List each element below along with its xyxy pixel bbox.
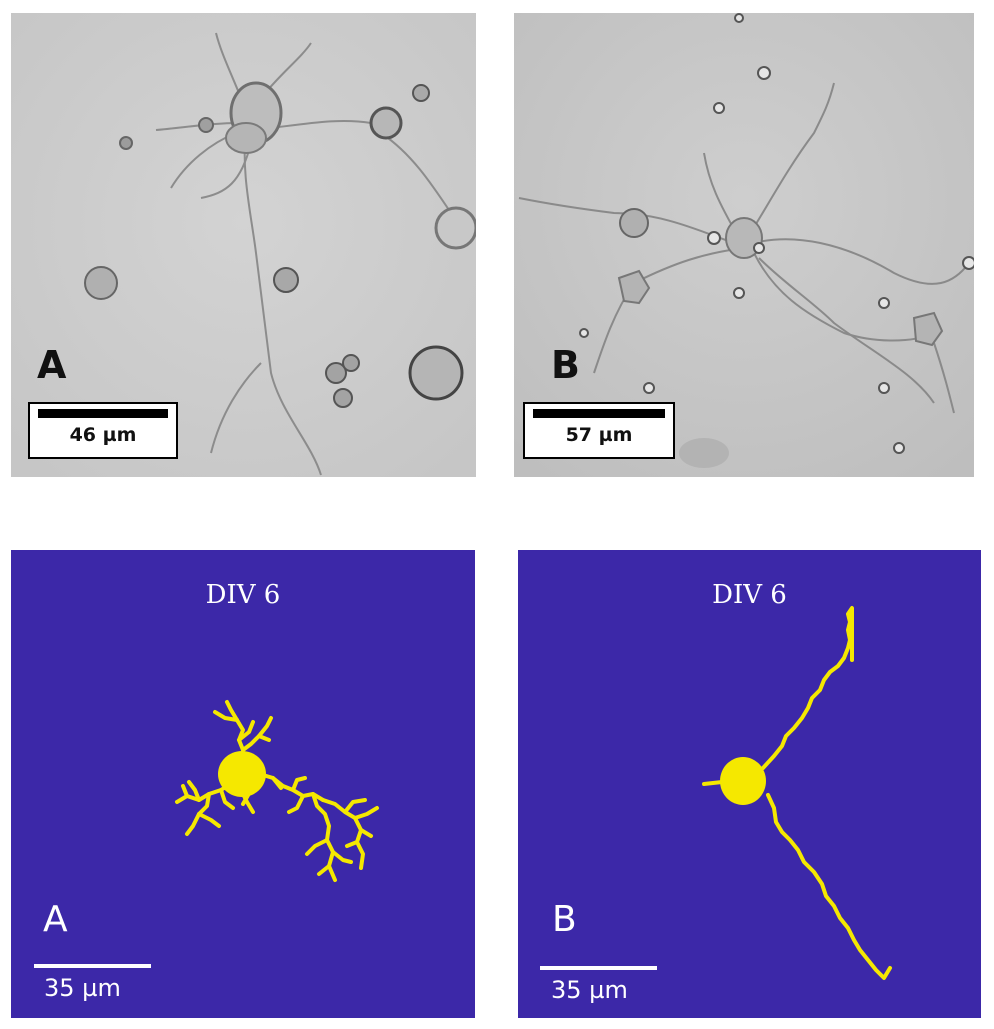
simulation-b-title: DIV 6 <box>712 580 787 610</box>
scalebar-line <box>533 409 665 418</box>
simulation-b-scale-label: 35 µm <box>551 976 628 1004</box>
micrograph-a-image <box>11 13 476 477</box>
simulation-b-label: B <box>552 899 577 940</box>
simulation-b-scalebar <box>540 966 657 970</box>
simulation-panel-b: DIV 6 B 35 µm <box>518 550 981 1018</box>
micrograph-a-label: A <box>37 343 67 387</box>
micrograph-b-image <box>514 13 974 477</box>
simulation-a-label: A <box>43 899 68 940</box>
scalebar-line <box>38 409 168 418</box>
simulation-panel-a: DIV 6 <box>11 550 475 1018</box>
micrograph-panel-b: B 57 µm <box>514 13 974 477</box>
simulation-a-scale-label: 35 µm <box>44 974 121 1002</box>
simulation-a-scalebar <box>34 964 151 968</box>
micrograph-b-label: B <box>551 343 580 387</box>
micrograph-a-scalebar: 46 µm <box>28 402 178 459</box>
simulated-neuron-b <box>702 606 892 980</box>
simulated-neuron-a <box>175 700 379 882</box>
micrograph-b-scale-label: 57 µm <box>565 424 633 446</box>
micrograph-a-scale-label: 46 µm <box>69 424 137 446</box>
simulation-a-title: DIV 6 <box>205 580 281 610</box>
micrograph-panel-a: A 46 µm <box>11 13 476 477</box>
micrograph-b-scalebar: 57 µm <box>523 402 675 459</box>
